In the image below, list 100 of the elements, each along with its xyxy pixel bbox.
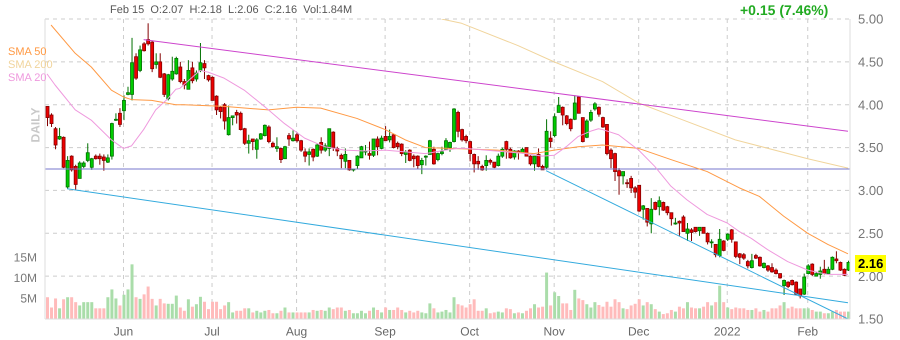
bar	[646, 302, 649, 319]
bar	[308, 312, 311, 319]
candlestick	[621, 171, 625, 185]
bar	[198, 296, 202, 319]
bar	[416, 310, 420, 319]
bar	[134, 297, 138, 319]
bar	[512, 313, 516, 319]
bar	[348, 310, 351, 319]
bar	[223, 305, 226, 319]
candlestick	[250, 138, 255, 151]
candlestick	[222, 102, 226, 130]
bar	[190, 306, 194, 319]
bar	[810, 310, 814, 319]
bar	[618, 302, 621, 319]
bar	[211, 302, 214, 319]
bar	[86, 302, 90, 319]
bar	[78, 305, 82, 319]
bar	[392, 310, 396, 319]
candlestick	[552, 112, 557, 138]
bar	[762, 310, 766, 319]
y2-tick-label: 5M	[20, 292, 37, 306]
candlestick	[368, 141, 372, 160]
bar	[66, 297, 70, 319]
bar	[202, 302, 206, 319]
candlestick	[376, 136, 380, 156]
bar	[332, 309, 335, 319]
candlestick	[275, 136, 279, 152]
bar	[372, 307, 376, 319]
bar	[593, 302, 596, 319]
candlestick	[283, 145, 287, 160]
bar	[650, 304, 653, 319]
text: SMA 200	[8, 59, 53, 72]
bar	[790, 306, 794, 319]
bar	[296, 312, 299, 319]
bar	[82, 302, 86, 319]
bar	[782, 302, 786, 319]
candlestick	[782, 279, 786, 296]
x-tick-label: Nov	[543, 324, 565, 339]
bar	[400, 310, 404, 319]
bar	[786, 308, 790, 319]
candlestick	[58, 127, 62, 140]
x-tick-label: Jul	[204, 324, 220, 339]
candlestick	[138, 45, 142, 73]
candlestick	[98, 153, 102, 166]
bar	[404, 312, 408, 319]
bar	[516, 312, 520, 319]
y-tick-label: 4.50	[858, 54, 884, 70]
bar	[794, 308, 798, 319]
y-tick-label: 4.00	[858, 97, 884, 112]
bar	[533, 304, 536, 319]
bar	[263, 310, 266, 319]
bar	[279, 310, 282, 319]
candlestick	[641, 204, 646, 220]
candlestick	[291, 130, 295, 142]
bar	[496, 312, 500, 319]
bar	[464, 307, 468, 319]
bar	[388, 310, 392, 319]
candlestick	[315, 142, 320, 158]
bar	[545, 272, 548, 319]
bar	[275, 313, 278, 319]
x-tick-label: Sep	[374, 324, 396, 339]
bar	[130, 264, 134, 319]
bar	[70, 297, 74, 319]
bar	[110, 289, 114, 319]
bar	[549, 305, 552, 319]
bar	[360, 310, 363, 319]
candlestick	[830, 256, 834, 271]
x-tick-label: Oct	[460, 324, 480, 339]
bar	[94, 308, 98, 319]
bar	[706, 302, 710, 319]
bar	[565, 303, 568, 319]
candlestick	[279, 147, 283, 164]
candlestick	[476, 156, 480, 170]
candlestick	[190, 61, 194, 84]
bar	[585, 304, 588, 319]
bar	[710, 305, 714, 319]
bar	[384, 307, 388, 319]
x-tick-label: 2022	[714, 324, 741, 339]
bar	[626, 309, 629, 319]
candlestick	[372, 138, 376, 158]
text: Feb 15 O:2.07 H:2.18 L:2.06 C:2.16 Vol:1.84M	[110, 4, 352, 16]
line-series	[440, 19, 848, 169]
bar	[508, 309, 512, 319]
x-tick-label: Feb	[797, 324, 818, 339]
candlestick	[536, 148, 540, 168]
bar	[328, 307, 331, 319]
bar	[239, 310, 242, 319]
bar	[368, 310, 371, 319]
candlestick	[597, 106, 601, 118]
candlestick	[46, 106, 50, 127]
bar	[432, 308, 436, 319]
candlestick	[678, 220, 682, 236]
bar	[98, 308, 102, 319]
bar	[553, 292, 556, 319]
bar	[436, 312, 440, 319]
bar	[520, 313, 524, 319]
bar	[581, 300, 584, 319]
candlestick	[384, 126, 388, 142]
candlestick	[154, 52, 158, 70]
candlestick	[665, 205, 670, 216]
